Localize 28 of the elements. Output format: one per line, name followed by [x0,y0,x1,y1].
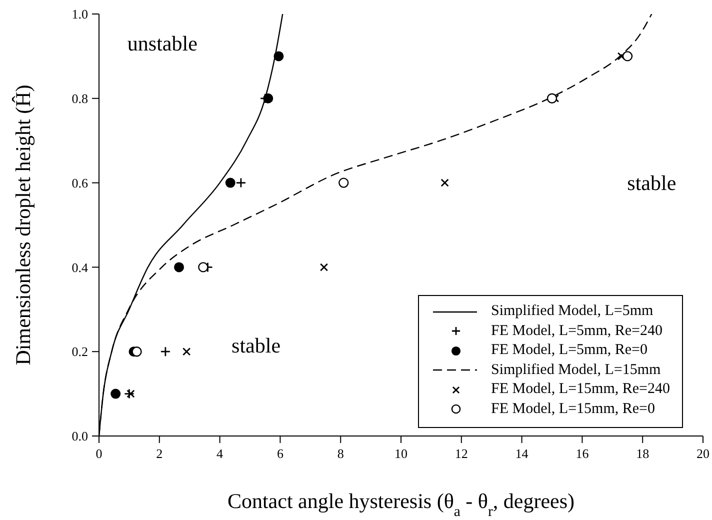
y-tick-label: 0.6 [72,175,88,190]
x-tick-label: 2 [156,446,163,462]
legend-label: Simplified Model, L=15mm [491,362,661,379]
y-tick-label: 1.0 [72,6,88,22]
legend-label: FE Model, L=15mm, Re=240 [491,381,670,398]
legend-label: FE Model, L=5mm, Re=0 [491,342,648,360]
x-tick-label: 4 [216,446,224,462]
annotation: unstable [127,31,198,56]
y-tick-label: 0.8 [72,91,88,106]
x-tick-label: 14 [515,446,529,462]
annotation: stable [232,333,281,358]
x-tick-label: 20 [696,446,710,462]
legend-label: Simplified Model, L=5mm [491,303,654,320]
y-tick-label: 0.4 [72,260,88,275]
x-axis-title: Contact angle hysteresis (θ$_{a}$ - θ$_{r}$, degrees) [227,489,575,520]
legend-label: FE Model, L=15mm, Re=0 [491,400,655,418]
x-tick-label: 6 [276,446,284,462]
annotation: stable [627,170,676,195]
legend-label: FE Model, L=5mm, Re=240 [491,322,662,340]
y-tick-label: 0.0 [72,428,88,444]
x-tick-label: 16 [576,446,590,462]
x-tick-label: 10 [394,446,408,462]
y-tick-label: 0.2 [72,344,88,360]
x-tick-label: 8 [337,446,344,462]
y-axis-title: Dimensionless droplet height (Ĥ) [11,84,35,366]
x-tick-label: 0 [96,446,102,462]
x-tick-label: 18 [636,446,650,462]
x-tick-label: 12 [454,446,468,462]
